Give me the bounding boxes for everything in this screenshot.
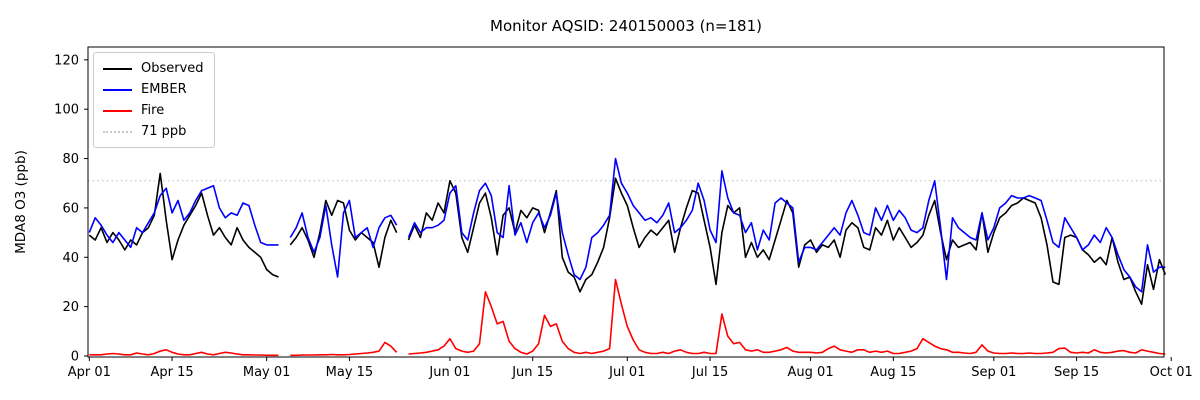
y-tick-label: 80 bbox=[62, 152, 79, 167]
fire-line-swatch bbox=[103, 109, 132, 112]
plot-border bbox=[87, 46, 1165, 358]
x-tick-label: Aug 15 bbox=[870, 365, 916, 380]
legend-item-observed: Observed bbox=[103, 58, 204, 79]
legend-label: 71 ppb bbox=[141, 124, 187, 139]
x-tick-label: Aug 01 bbox=[788, 365, 834, 380]
series-line-fire bbox=[89, 278, 1166, 357]
y-tick-label: 0 bbox=[71, 350, 79, 365]
legend-label: Observed bbox=[141, 61, 204, 76]
x-tick-label: Apr 01 bbox=[68, 365, 111, 380]
x-tick-label: Sep 01 bbox=[971, 365, 1016, 380]
y-axis-ticks: 0 20 40 60 80 100 120 bbox=[54, 53, 88, 365]
series-line-ember bbox=[88, 157, 1166, 293]
x-tick-label: Jun 15 bbox=[511, 365, 553, 380]
x-tick-label: Jun 01 bbox=[428, 365, 470, 380]
legend-label: EMBER bbox=[141, 82, 187, 97]
series-line-observed bbox=[88, 172, 1167, 305]
y-tick-label: 20 bbox=[62, 300, 79, 315]
legend: Observed EMBER Fire 71 ppb bbox=[93, 52, 215, 148]
x-tick-label: Jul 15 bbox=[691, 365, 728, 380]
y-axis-label: MDA8 O3 (ppb) bbox=[13, 150, 29, 254]
legend-item-fire: Fire bbox=[103, 100, 204, 121]
data-series-lines bbox=[88, 157, 1167, 357]
legend-label: Fire bbox=[141, 103, 165, 118]
x-tick-label: Sep 15 bbox=[1054, 365, 1099, 380]
x-tick-label: Oct 01 bbox=[1150, 365, 1193, 380]
y-tick-label: 40 bbox=[62, 251, 79, 266]
legend-item-threshold: 71 ppb bbox=[103, 121, 204, 142]
y-tick-label: 60 bbox=[62, 201, 79, 216]
legend-item-ember: EMBER bbox=[103, 79, 204, 100]
y-tick-label: 100 bbox=[54, 103, 79, 118]
x-tick-label: May 15 bbox=[326, 365, 374, 380]
y-tick-label: 120 bbox=[54, 53, 79, 68]
threshold-line-swatch bbox=[103, 130, 132, 133]
x-tick-label: May 01 bbox=[243, 365, 291, 380]
x-tick-label: Apr 15 bbox=[150, 365, 193, 380]
x-axis-ticks: Apr 01 Apr 15 May 01 May 15 Jun 01 Jun 15 Jul … bbox=[68, 357, 1193, 380]
chart-title: Monitor AQSID: 240150003 (n=181) bbox=[490, 17, 762, 35]
x-tick-label: Jul 01 bbox=[608, 365, 645, 380]
ember-line-swatch bbox=[103, 88, 132, 91]
observed-line-swatch bbox=[103, 67, 132, 70]
